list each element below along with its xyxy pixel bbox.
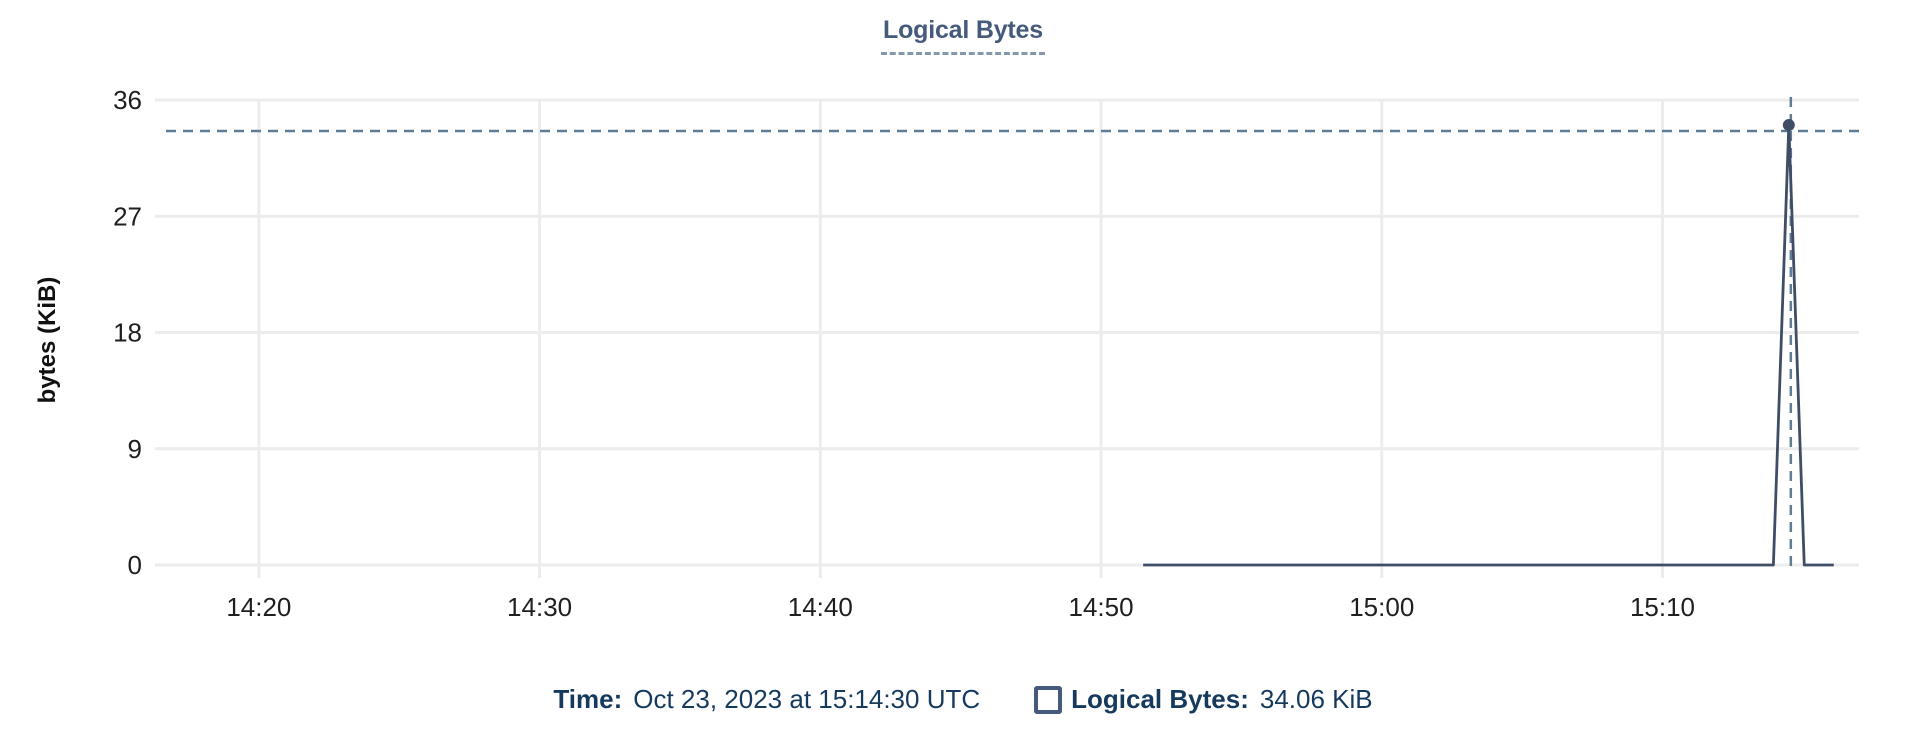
x-tick-label: 14:20 bbox=[226, 592, 291, 622]
y-tick-label: 0 bbox=[128, 550, 142, 580]
chart-header: Logical Bytes bbox=[0, 16, 1926, 55]
x-tick-label: 14:30 bbox=[507, 592, 572, 622]
series-swatch-icon bbox=[1034, 685, 1063, 714]
y-tick-labels: 36 27 18 9 0 bbox=[113, 85, 142, 580]
x-gridlines bbox=[257, 100, 1664, 578]
y-tick-label: 27 bbox=[113, 201, 142, 231]
hover-point-group bbox=[1782, 119, 1795, 132]
x-tick-label: 15:10 bbox=[1630, 592, 1695, 622]
y-axis-label: bytes (KiB) bbox=[34, 277, 61, 404]
hover-point bbox=[1782, 119, 1795, 132]
x-tick-label: 14:40 bbox=[788, 592, 853, 622]
tooltip-time-value: Oct 23, 2023 at 15:14:30 UTC bbox=[633, 684, 981, 714]
series-lines bbox=[1143, 123, 1834, 567]
tooltip-time-label: Time: bbox=[553, 684, 623, 714]
x-tick-label: 15:00 bbox=[1349, 592, 1414, 622]
tooltip-series-label: Logical Bytes: bbox=[1071, 684, 1249, 714]
x-tick-label: 14:50 bbox=[1069, 592, 1134, 622]
y-tick-label: 9 bbox=[128, 434, 142, 464]
y-tick-label: 18 bbox=[113, 318, 142, 348]
hover-tooltip: Time: Oct 23, 2023 at 15:14:30 UTC Logic… bbox=[0, 684, 1926, 715]
x-tick-labels: 14:20 14:30 14:40 14:50 15:00 15:10 bbox=[226, 592, 1695, 622]
tooltip-series-value: 34.06 KiB bbox=[1259, 684, 1373, 714]
y-gridlines bbox=[155, 98, 1859, 567]
series-line-logical-bytes bbox=[1143, 123, 1834, 567]
legend-toggle-logical-bytes[interactable]: Logical Bytes bbox=[881, 16, 1045, 55]
y-tick-label: 36 bbox=[113, 85, 142, 115]
